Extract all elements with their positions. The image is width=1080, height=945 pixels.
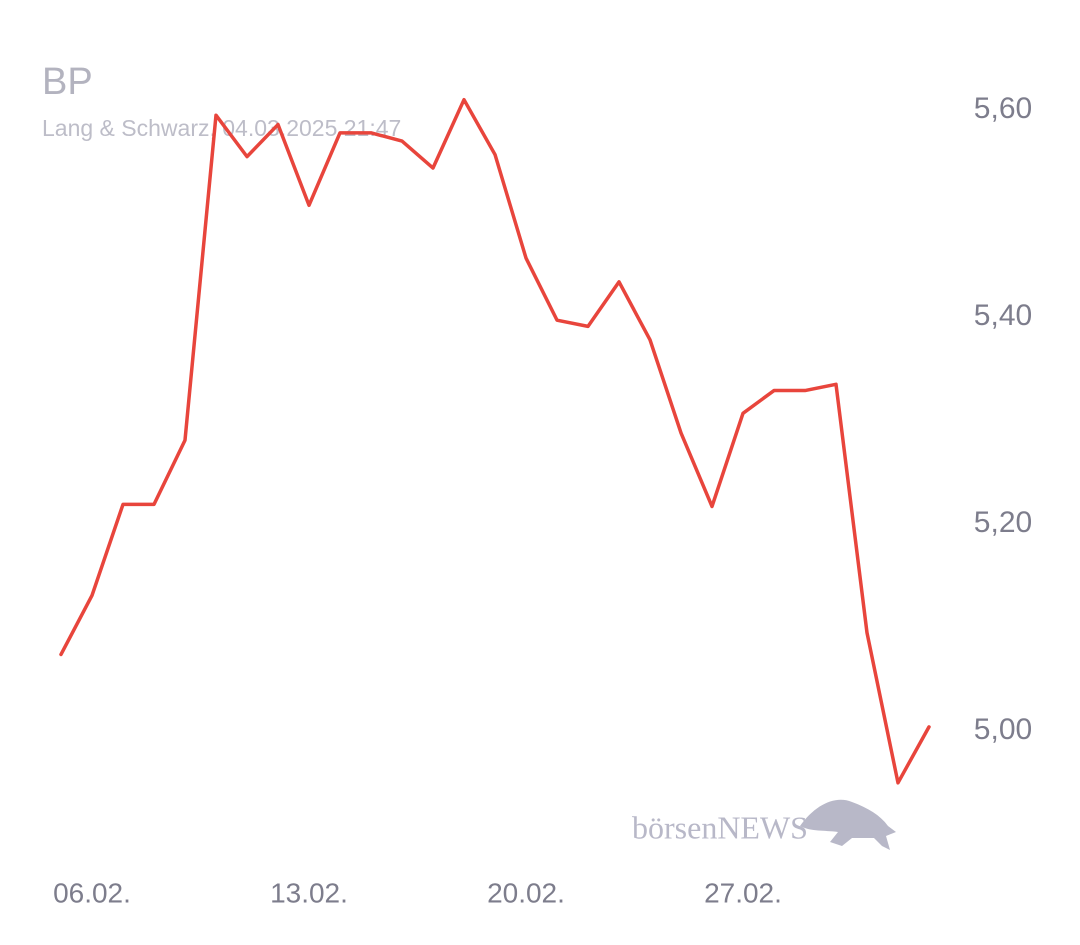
chart-subtitle: Lang & Schwarz, 04.03.2025 21:47 — [42, 115, 401, 141]
y-tick-label: 5,60 — [974, 92, 1032, 125]
x-tick-label: 27.02. — [704, 877, 782, 908]
x-tick-label: 13.02. — [270, 877, 348, 908]
x-tick-label: 06.02. — [53, 877, 131, 908]
line-series — [59, 97, 931, 785]
y-tick-label: 5,20 — [974, 506, 1032, 539]
chart-title: BP — [42, 61, 93, 103]
watermark-bull — [800, 799, 896, 850]
watermark: börsenNEWS — [632, 809, 808, 845]
y-tick-label: 5,00 — [974, 713, 1032, 746]
y-tick-label: 5,40 — [974, 299, 1032, 332]
x-tick-label: 20.02. — [487, 877, 565, 908]
